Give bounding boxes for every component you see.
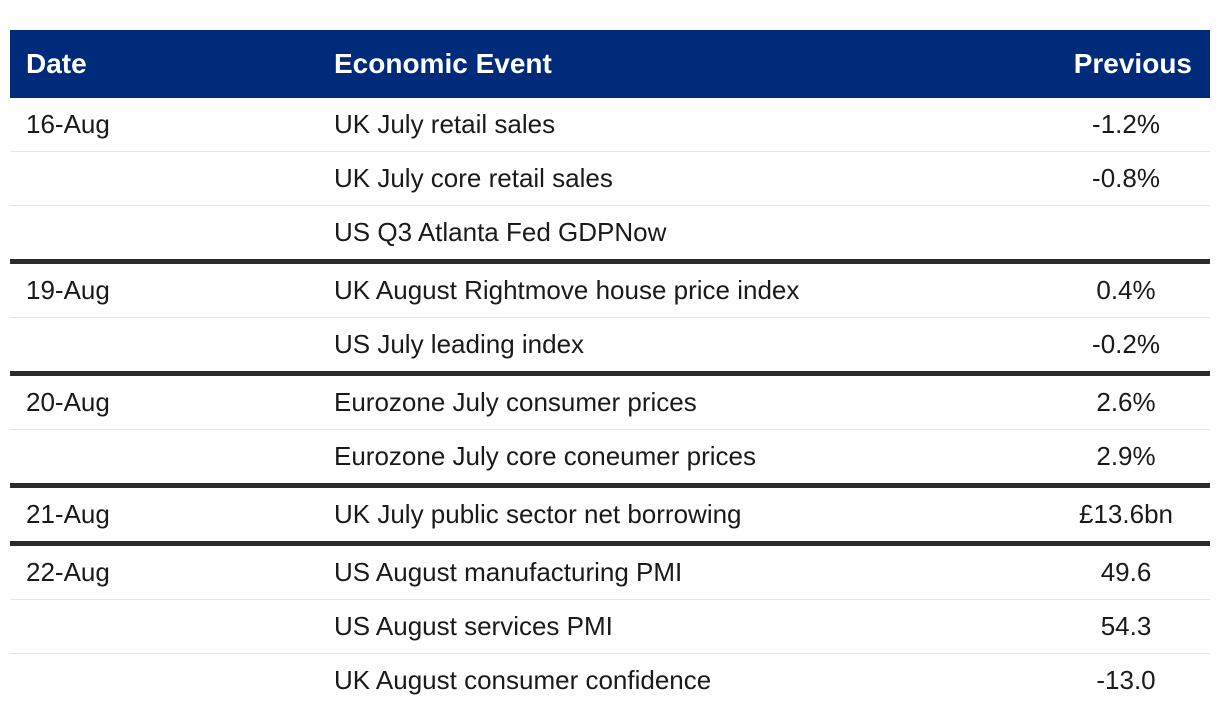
cell-event: UK July retail sales bbox=[318, 98, 930, 152]
table-row: 21-Aug UK July public sector net borrowi… bbox=[10, 485, 1210, 546]
previous-value: 49.6 bbox=[1100, 557, 1152, 587]
cell-event: US Q3 Atlanta Fed GDPNow bbox=[318, 205, 930, 264]
cell-date: 16-Aug bbox=[10, 98, 318, 152]
cell-date: 22-Aug bbox=[10, 543, 318, 600]
cell-event: Eurozone July core coneumer prices bbox=[318, 429, 930, 488]
previous-value: 0.4% bbox=[1096, 275, 1156, 305]
cell-date bbox=[10, 151, 318, 206]
cell-event: US August services PMI bbox=[318, 599, 930, 654]
cell-date: 20-Aug bbox=[10, 373, 318, 430]
table-row: 22-Aug US August manufacturing PMI 49.6 bbox=[10, 543, 1210, 600]
previous-value: -0.2% bbox=[1092, 329, 1160, 359]
table-row: 20-Aug Eurozone July consumer prices 2.6… bbox=[10, 373, 1210, 430]
economic-calendar-table-container: Date Economic Event Previous 16-Aug UK J… bbox=[10, 30, 1210, 707]
header-date: Date bbox=[26, 48, 87, 79]
table-row: US Q3 Atlanta Fed GDPNow bbox=[10, 205, 1210, 264]
cell-date: 21-Aug bbox=[10, 485, 318, 546]
table-row: Eurozone July core coneumer prices 2.9% bbox=[10, 429, 1210, 488]
table-row: UK August consumer confidence -13.0 bbox=[10, 654, 1210, 708]
header-previous: Previous bbox=[1073, 48, 1192, 79]
cell-date: 19-Aug bbox=[10, 261, 318, 318]
cell-previous: -1.2% bbox=[930, 98, 1210, 152]
table-row: UK July core retail sales -0.8% bbox=[10, 151, 1210, 206]
cell-date bbox=[10, 599, 318, 654]
previous-value: 2.6% bbox=[1096, 387, 1156, 417]
previous-value: 2.9% bbox=[1096, 441, 1156, 471]
table-row: 16-Aug UK July retail sales -1.2% bbox=[10, 98, 1210, 152]
cell-date bbox=[10, 317, 318, 376]
economic-calendar-table: Date Economic Event Previous 16-Aug UK J… bbox=[10, 30, 1210, 707]
cell-previous: 54.3 bbox=[930, 599, 1210, 654]
table-header-row: Date Economic Event Previous bbox=[10, 30, 1210, 98]
cell-event: UK August consumer confidence bbox=[334, 665, 712, 695]
cell-event: Eurozone July consumer prices bbox=[318, 373, 930, 430]
cell-event: UK August Rightmove house price index bbox=[318, 261, 930, 318]
cell-date bbox=[10, 205, 318, 264]
cell-previous bbox=[930, 205, 1210, 264]
table-row: 19-Aug UK August Rightmove house price i… bbox=[10, 261, 1210, 318]
cell-event: US July leading index bbox=[318, 317, 930, 376]
cell-previous: 49.6 bbox=[930, 543, 1210, 600]
cell-previous: -0.8% bbox=[930, 151, 1210, 206]
cell-event: US August manufacturing PMI bbox=[318, 543, 930, 600]
cell-previous: £13.6bn bbox=[930, 485, 1210, 546]
previous-value: -0.8% bbox=[1092, 163, 1160, 193]
cell-event: UK July core retail sales bbox=[318, 151, 930, 206]
cell-previous: 2.6% bbox=[930, 373, 1210, 430]
cell-event: UK July public sector net borrowing bbox=[318, 485, 930, 546]
previous-value: £13.6bn bbox=[1079, 499, 1173, 529]
previous-value: -13.0 bbox=[1096, 665, 1156, 695]
table-row: US August services PMI 54.3 bbox=[10, 599, 1210, 654]
cell-previous: 0.4% bbox=[930, 261, 1210, 318]
cell-date bbox=[10, 654, 318, 708]
cell-previous: -13.0 bbox=[930, 654, 1210, 708]
cell-previous: -0.2% bbox=[930, 317, 1210, 376]
cell-previous: 2.9% bbox=[930, 429, 1210, 488]
header-economic-event: Economic Event bbox=[334, 48, 552, 79]
previous-value: -1.2% bbox=[1092, 109, 1160, 139]
previous-value: 54.3 bbox=[1100, 611, 1152, 641]
cell-date bbox=[10, 429, 318, 488]
table-row: US July leading index -0.2% bbox=[10, 317, 1210, 376]
